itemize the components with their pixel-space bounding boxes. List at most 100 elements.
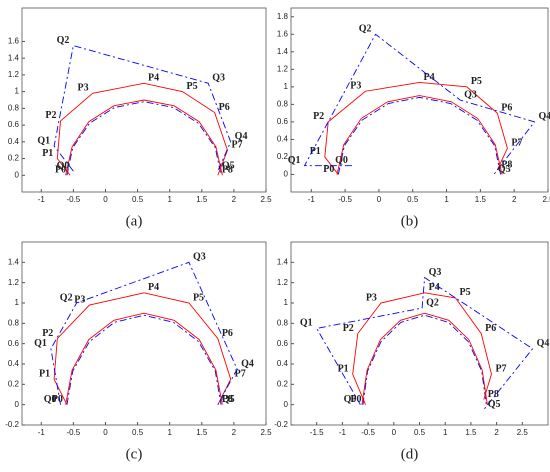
y-tick-label: 0 — [284, 400, 289, 409]
point-label: Q5 — [222, 394, 235, 405]
y-tick-label: 0.4 — [8, 137, 20, 146]
y-tick-label: 0.2 — [8, 154, 20, 163]
point-label: P5 — [187, 81, 198, 92]
x-tick-label: -1 — [38, 428, 46, 437]
point-label: P2 — [313, 111, 324, 122]
x-tick-label: 2 — [494, 428, 499, 437]
y-tick-label: 0.8 — [8, 103, 20, 112]
point-label: P8 — [222, 394, 233, 405]
point-label: Q2 — [57, 35, 70, 46]
point-label: P8 — [488, 389, 499, 400]
y-tick-label: 0.2 — [8, 379, 20, 388]
series-line — [50, 261, 238, 405]
x-tick-label: 0 — [103, 428, 108, 437]
x-tick-label: -0.5 — [361, 428, 375, 437]
y-tick-label: 0 — [15, 170, 20, 179]
point-label: P8 — [501, 159, 512, 170]
point-label: P4 — [148, 282, 159, 293]
y-tick-label: 1.2 — [8, 278, 20, 287]
point-label: Q2 — [359, 24, 372, 35]
y-tick-label: 1.2 — [277, 278, 289, 287]
y-tick-label: 0.6 — [277, 339, 289, 348]
x-tick-label: 1 — [443, 428, 448, 437]
y-tick-label: 0.2 — [277, 152, 289, 161]
x-tick-label: -1 — [308, 195, 316, 204]
point-label: P6 — [501, 102, 512, 113]
point-label: P1 — [338, 363, 349, 374]
x-tick-label: -1.5 — [310, 428, 324, 437]
point-label: Q3 — [212, 73, 225, 84]
y-tick-label: 0.6 — [8, 120, 20, 129]
point-label: P0 — [350, 394, 361, 405]
x-tick-label: -0.5 — [66, 195, 80, 204]
series-line — [53, 292, 232, 405]
point-label: P5 — [471, 76, 482, 87]
x-tick-label: 1 — [167, 428, 172, 437]
x-tick-label: 0 — [377, 195, 382, 204]
series-line — [361, 312, 488, 405]
x-tick-label: 1.5 — [196, 428, 208, 437]
y-tick-label: 1.2 — [8, 70, 20, 79]
point-label: P0 — [55, 165, 66, 176]
y-tick-label: 1.6 — [277, 29, 289, 38]
point-label: P5 — [193, 292, 204, 303]
point-label: Q0 — [335, 155, 348, 166]
y-tick-label: 0.6 — [8, 339, 20, 348]
point-label: Q5 — [498, 164, 511, 175]
y-tick-label: 1 — [284, 298, 289, 307]
y-tick-label: 0 — [15, 400, 20, 409]
x-tick-label: 0.5 — [132, 428, 144, 437]
x-tick-label: 1.5 — [475, 195, 487, 204]
y-tick-label: 1.4 — [8, 257, 20, 266]
axes-frame — [21, 7, 267, 193]
x-tick-label: -1 — [339, 428, 347, 437]
y-tick-label: 0.8 — [277, 318, 289, 327]
point-label: Q3 — [464, 89, 477, 100]
x-tick-label: 0 — [392, 428, 397, 437]
y-tick-label: 1.4 — [8, 53, 20, 62]
point-label: P6 — [219, 102, 230, 113]
point-label: Q2 — [60, 292, 73, 303]
x-tick-label: -0.5 — [338, 195, 352, 204]
y-tick-label: 0.4 — [277, 359, 289, 368]
point-label: Q3 — [193, 252, 206, 263]
point-label: P1 — [42, 148, 53, 159]
series-line — [56, 82, 228, 176]
point-label: Q0 — [57, 160, 70, 171]
point-label: Q2 — [426, 297, 439, 308]
y-tick-label: 1.2 — [277, 64, 289, 73]
series-line — [65, 312, 223, 405]
x-tick-label: 2 — [232, 195, 237, 204]
point-label: Q1 — [300, 318, 313, 329]
y-tick-label: 1.4 — [277, 257, 289, 266]
series-line — [66, 101, 222, 176]
caption: (c) — [126, 446, 143, 462]
y-tick-label: 1 — [15, 298, 20, 307]
axes-frame — [290, 241, 549, 426]
point-label: P6 — [485, 323, 496, 334]
point-label: P0 — [52, 394, 63, 405]
caption: (d) — [401, 446, 419, 462]
point-label: Q3 — [429, 267, 442, 278]
x-tick-label: 1.5 — [465, 428, 477, 437]
x-tick-label: -1 — [38, 195, 46, 204]
point-label: Q5 — [488, 399, 501, 410]
series-line — [337, 96, 502, 175]
point-label: P2 — [343, 323, 354, 334]
x-tick-label: 0.5 — [414, 428, 426, 437]
point-label: P7 — [235, 369, 246, 380]
caption: (a) — [126, 213, 143, 229]
y-tick-label: 0.8 — [277, 99, 289, 108]
x-tick-label: 0.5 — [407, 195, 419, 204]
point-label: P0 — [323, 164, 334, 175]
x-tick-label: 2.5 — [542, 195, 550, 204]
x-tick-label: 2 — [232, 428, 237, 437]
point-label: P3 — [350, 81, 361, 92]
y-tick-label: 0.4 — [277, 135, 289, 144]
point-label: P7 — [511, 137, 522, 148]
point-label: P3 — [366, 292, 377, 303]
point-label: P3 — [78, 83, 89, 94]
point-label: P2 — [45, 110, 56, 121]
point-label: P5 — [459, 287, 470, 298]
y-tick-label: 0.2 — [277, 379, 289, 388]
